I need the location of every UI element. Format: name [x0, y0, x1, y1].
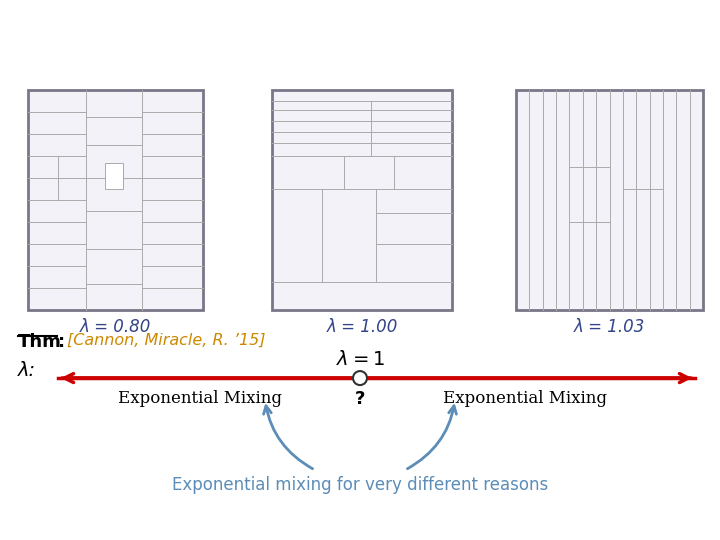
Circle shape [353, 371, 367, 385]
Text: $\lambda = 1$: $\lambda = 1$ [336, 350, 384, 369]
Text: λ:: λ: [18, 361, 36, 380]
Text: Results:: Results: [16, 25, 159, 52]
Text: ?: ? [355, 390, 365, 408]
Text: λ = 1.00: λ = 1.00 [326, 318, 397, 336]
Text: :: : [58, 333, 65, 351]
Text: General Rectangular Dissections: General Rectangular Dissections [140, 25, 675, 52]
Text: λ = 0.80: λ = 0.80 [80, 318, 151, 336]
Text: Exponential mixing for very different reasons: Exponential mixing for very different re… [172, 476, 548, 494]
Bar [516, 90, 703, 310]
Bar [28, 90, 203, 310]
Text: λ = 1.03: λ = 1.03 [574, 318, 645, 336]
Text: Thm: Thm [18, 333, 62, 351]
Bar [105, 163, 122, 189]
Text: Exponential Mixing: Exponential Mixing [443, 390, 607, 407]
Bar [272, 90, 452, 310]
Text: Exponential Mixing: Exponential Mixing [118, 390, 282, 407]
Text: [Cannon, Miracle, R. ’15]: [Cannon, Miracle, R. ’15] [67, 333, 266, 348]
